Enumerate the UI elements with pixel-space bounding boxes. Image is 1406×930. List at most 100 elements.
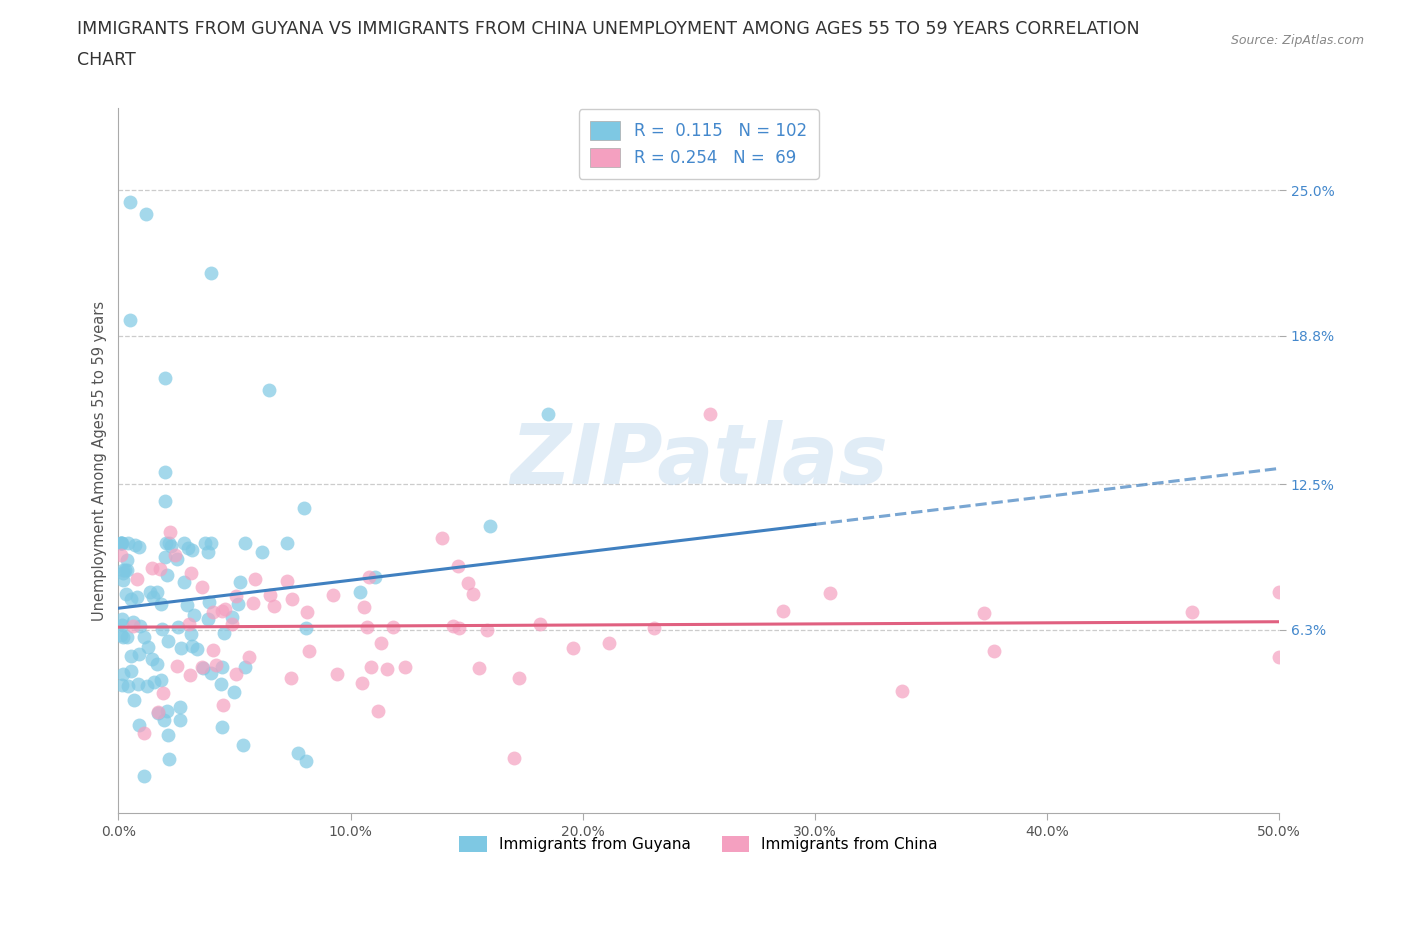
Point [110, 536, 132, 551]
Point [292, 500, 315, 515]
Point [132, 630, 155, 644]
Y-axis label: Unemployment Among Ages 55 to 59 years: Unemployment Among Ages 55 to 59 years [93, 300, 107, 620]
Point [146, 657, 169, 671]
Point [114, 563, 136, 578]
Point [183, 608, 205, 623]
Point [180, 626, 202, 641]
Point [179, 668, 201, 683]
Point [194, 536, 217, 551]
Point [430, 531, 453, 546]
Point [129, 618, 152, 633]
Point [212, 626, 235, 641]
Point [111, 565, 134, 580]
Point [139, 584, 162, 599]
Point [281, 591, 304, 606]
Point [186, 642, 208, 657]
Point [136, 640, 159, 655]
Point [124, 538, 146, 552]
Point [537, 406, 560, 421]
Point [381, 619, 404, 634]
Point [156, 568, 179, 583]
Point [180, 565, 202, 580]
Point [214, 602, 236, 617]
Point [772, 604, 794, 618]
Point [475, 622, 498, 637]
Point [447, 620, 470, 635]
Point [114, 586, 136, 601]
Point [502, 751, 524, 765]
Point [169, 699, 191, 714]
Point [221, 617, 243, 631]
Point [699, 406, 721, 421]
Point [259, 588, 281, 603]
Point [252, 545, 274, 560]
Point [508, 671, 530, 685]
Point [128, 718, 150, 733]
Point [111, 573, 134, 588]
Point [1181, 604, 1204, 619]
Text: ZIPatlas: ZIPatlas [510, 420, 887, 501]
Text: CHART: CHART [77, 51, 136, 69]
Point [200, 665, 222, 680]
Point [152, 685, 174, 700]
Point [891, 684, 914, 698]
Point [166, 658, 188, 673]
Point [224, 684, 246, 699]
Point [259, 382, 281, 397]
Point [598, 635, 620, 650]
Point [375, 661, 398, 676]
Point [134, 768, 156, 783]
Point [349, 585, 371, 600]
Legend: Immigrants from Guyana, Immigrants from China: Immigrants from Guyana, Immigrants from … [453, 830, 943, 858]
Point [280, 671, 302, 685]
Point [973, 605, 995, 620]
Point [153, 493, 176, 508]
Point [229, 574, 252, 589]
Point [295, 604, 318, 619]
Point [326, 666, 349, 681]
Point [153, 371, 176, 386]
Text: Source: ZipAtlas.com: Source: ZipAtlas.com [1230, 34, 1364, 47]
Point [181, 542, 204, 557]
Point [159, 525, 181, 539]
Point [197, 612, 219, 627]
Point [225, 589, 247, 604]
Point [1268, 584, 1291, 599]
Point [122, 615, 145, 630]
Point [157, 751, 180, 766]
Point [150, 621, 173, 636]
Point [204, 658, 226, 672]
Point [242, 595, 264, 610]
Point [357, 570, 380, 585]
Point [370, 635, 392, 650]
Point [136, 679, 159, 694]
Point [111, 678, 134, 693]
Point [191, 579, 214, 594]
Point [238, 649, 260, 664]
Point [197, 544, 219, 559]
Point [153, 712, 176, 727]
Point [127, 677, 149, 692]
Point [200, 265, 222, 280]
Point [298, 644, 321, 658]
Point [118, 312, 141, 327]
Point [350, 675, 373, 690]
Point [177, 540, 200, 555]
Point [153, 465, 176, 480]
Point [211, 719, 233, 734]
Point [169, 712, 191, 727]
Point [120, 591, 142, 606]
Point [225, 667, 247, 682]
Point [173, 536, 195, 551]
Point [125, 572, 148, 587]
Point [125, 590, 148, 604]
Point [141, 561, 163, 576]
Point [170, 641, 193, 656]
Text: IMMIGRANTS FROM GUYANA VS IMMIGRANTS FROM CHINA UNEMPLOYMENT AMONG AGES 55 TO 59: IMMIGRANTS FROM GUYANA VS IMMIGRANTS FRO… [77, 20, 1140, 38]
Point [191, 659, 214, 674]
Point [983, 644, 1005, 658]
Point [142, 674, 165, 689]
Point [276, 536, 298, 551]
Point [176, 597, 198, 612]
Point [111, 611, 134, 626]
